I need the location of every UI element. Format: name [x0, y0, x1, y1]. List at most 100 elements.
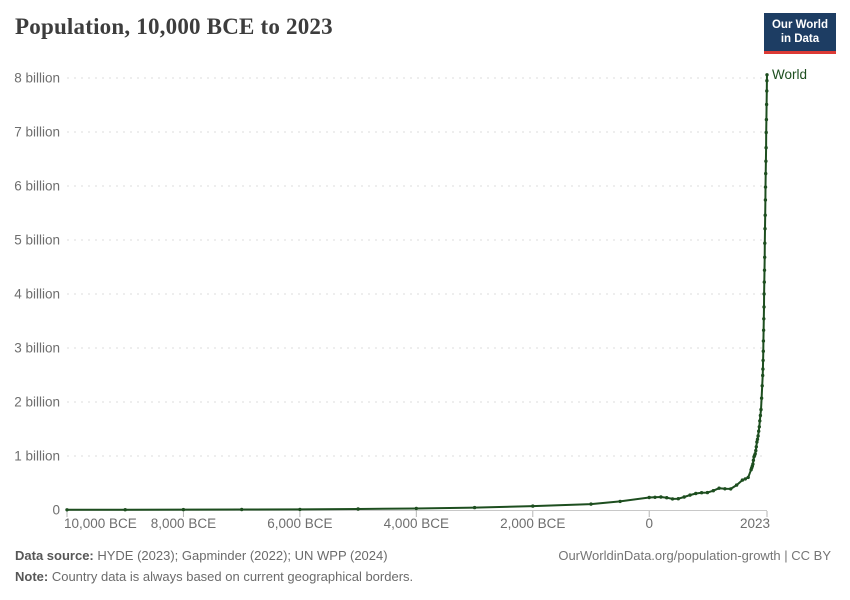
data-point: [759, 407, 763, 412]
data-point: [682, 495, 686, 499]
page-title: Population, 10,000 BCE to 2023: [15, 14, 333, 39]
x-tick-label: 8,000 BCE: [151, 516, 216, 531]
data-point: [743, 477, 747, 481]
data-point: [761, 328, 766, 332]
data-point: [764, 146, 768, 150]
data-point: [765, 79, 769, 83]
note-line: Note: Country data is always based on cu…: [15, 569, 413, 584]
data-source-label: Data source:: [15, 548, 94, 563]
data-point: [240, 507, 244, 512]
data-point: [751, 458, 756, 462]
data-point: [754, 448, 758, 453]
data-point: [659, 495, 663, 499]
data-point: [653, 495, 657, 499]
data-point: [762, 268, 767, 272]
data-point: [757, 429, 761, 433]
data-point: [762, 280, 766, 284]
y-tick-label: 1 billion: [14, 449, 60, 464]
data-point: [723, 487, 727, 491]
data-point: [746, 475, 750, 480]
data-point: [755, 440, 759, 444]
data-point: [763, 227, 767, 231]
data-point: [734, 483, 739, 487]
data-point: [762, 305, 766, 309]
y-tick-label: 3 billion: [14, 341, 60, 356]
data-point: [694, 491, 698, 496]
data-point: [761, 367, 765, 371]
data-point: [589, 502, 593, 506]
data-source-text: HYDE (2023); Gapminder (2022); UN WPP (2…: [93, 548, 388, 563]
x-tick-label: 0: [645, 516, 653, 531]
data-point: [676, 497, 680, 501]
data-point: [618, 499, 622, 504]
data-point: [647, 495, 651, 500]
data-point: [758, 413, 763, 418]
population-line-chart[interactable]: 0 1 billion 2 billion 3 billion 4 billion 5 b…: [0, 0, 850, 545]
data-point: [763, 185, 768, 189]
owid-logo-line2: in Data: [780, 33, 820, 46]
data-point: [765, 89, 769, 93]
data-point: [754, 445, 758, 449]
y-tick-label: 7 billion: [14, 125, 60, 140]
data-point: [688, 493, 692, 497]
x-tick-label: 10,000 BCE: [64, 516, 137, 531]
y-tick-label: 4 billion: [14, 287, 60, 302]
note-text: Country data is always based on current …: [48, 569, 414, 584]
data-point: [762, 292, 766, 296]
x-tick-label: 2023: [740, 516, 770, 531]
x-tick-label: 6,000 BCE: [267, 516, 332, 531]
data-point: [761, 373, 765, 378]
data-point: [764, 171, 768, 176]
data-point: [761, 358, 765, 363]
series-end-label-world[interactable]: World: [772, 67, 807, 82]
owid-logo[interactable]: Our World in Data: [763, 13, 836, 54]
data-point: [763, 213, 767, 217]
data-point: [759, 396, 764, 400]
data-point: [717, 486, 721, 490]
data-point: [472, 505, 477, 510]
data-point: [765, 73, 769, 77]
data-point: [414, 506, 418, 511]
data-point: [761, 339, 766, 343]
data-point: [181, 507, 186, 512]
data-point: [764, 159, 768, 163]
data-point: [761, 349, 765, 353]
data-point: [729, 487, 733, 491]
data-point: [763, 241, 767, 245]
data-point: [705, 490, 710, 495]
x-tick-label: 4,000 BCE: [384, 516, 449, 531]
y-tick-label: 5 billion: [14, 233, 60, 248]
data-point: [753, 452, 757, 456]
data-point: [755, 437, 760, 441]
data-point: [356, 507, 360, 511]
x-tick-label: 2,000 BCE: [500, 516, 565, 531]
data-point: [740, 478, 745, 482]
data-point: [665, 496, 669, 500]
data-point: [670, 497, 675, 501]
data-point: [711, 489, 715, 493]
data-point: [298, 507, 302, 512]
data-point: [762, 317, 766, 321]
note-label: Note:: [15, 569, 49, 584]
series-line-world[interactable]: [66, 73, 768, 511]
data-point: [763, 198, 768, 202]
y-tick-label: 6 billion: [14, 179, 60, 194]
data-point: [757, 425, 761, 429]
y-tick-label: 0: [52, 503, 60, 518]
y-tick-label: 8 billion: [14, 71, 60, 86]
data-point: [764, 102, 769, 107]
y-tick-label: 2 billion: [14, 395, 60, 410]
data-point: [764, 130, 768, 135]
data-point: [699, 491, 704, 495]
data-point: [756, 434, 760, 438]
data-point: [763, 255, 767, 259]
data-source-line: Data source: HYDE (2023); Gapminder (202…: [15, 548, 388, 563]
owid-url-link[interactable]: OurWorldinData.org/population-growth | C…: [558, 548, 831, 563]
data-point: [758, 419, 762, 423]
data-point: [65, 508, 69, 512]
owid-logo-line1: Our World: [771, 19, 828, 31]
data-point: [123, 508, 127, 512]
data-point: [760, 384, 764, 388]
data-point: [751, 462, 755, 466]
